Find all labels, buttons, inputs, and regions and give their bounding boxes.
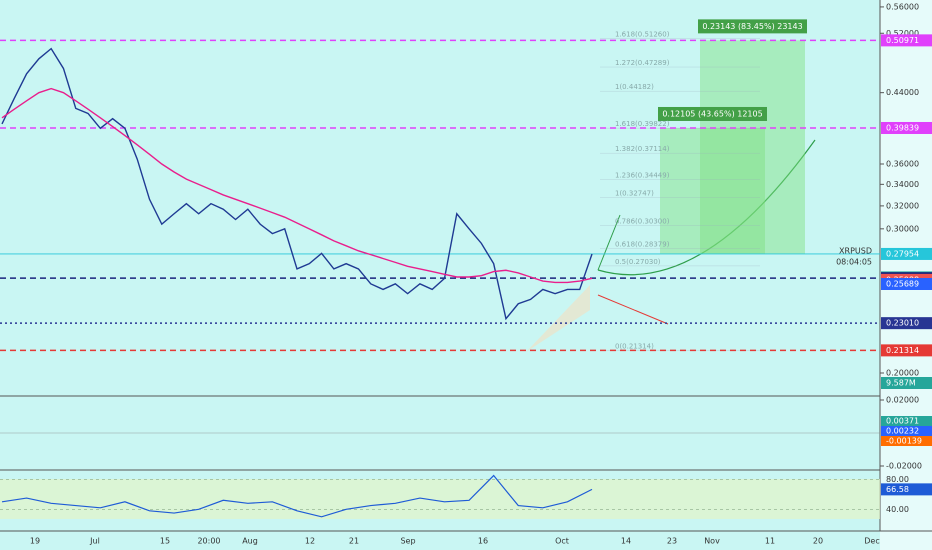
x-tick-label: Dec [864,537,879,546]
fib-label: 1.236(0.34449) [615,172,670,180]
volume-tag-bg [881,377,932,389]
price-tag: 0.39839 [886,123,919,132]
x-tick-label: Sep [400,537,415,546]
triangle-pattern [526,285,590,352]
volume-tag: 9.587M [886,379,916,388]
fib-label: 1.618(0.39822) [615,120,670,128]
x-tick-label: 20:00 [197,537,220,546]
price-tag: 0.50971 [886,36,919,45]
series-line [1,87,593,284]
x-tick-label: 16 [478,537,488,546]
macd-tag: 0.00232 [886,427,919,436]
target-label-bg [658,106,767,121]
x-tick-label: 15 [160,537,170,546]
y-tick-label: 0.34000 [886,180,919,189]
fib-label: 1.382(0.37114) [615,145,670,153]
rsi-tag: 66.58 [886,485,909,494]
target-label: 0.23143 (83.45%) 23143 [702,22,802,31]
y-tick-label: 0.20000 [886,369,919,378]
x-tick-label: 11 [765,537,775,546]
macd-tag: 0.00371 [886,417,919,426]
fib-label: 1(0.44182) [615,83,654,91]
macd-tag: -0.00139 [886,437,922,446]
price-tag-bg [881,247,932,260]
fib-label: 0.5(0.27030) [615,258,661,266]
x-tick-label: Jul [89,537,100,546]
rsi-tag-bg [881,483,932,496]
fib-label: 0.618(0.28379) [615,241,670,249]
x-tick-label: Aug [242,537,258,546]
plot-bg [0,0,880,550]
macd-tag-bg [881,436,932,446]
price-tag: 0.21314 [886,346,919,355]
target-box [660,127,765,254]
fib-label: 0(0.21314) [615,342,654,350]
target-label-bg [698,19,807,34]
y-tick-label: -0.02000 [886,462,922,471]
target-label: 0.12105 (43.65%) 12105 [662,109,762,118]
x-tick-label: 21 [349,537,359,546]
y-tick-label: 0.02000 [886,396,919,405]
macd-tag-bg [881,426,932,436]
target-box [700,40,805,254]
countdown: 08:04:05 [836,257,872,266]
rsi-band [0,479,880,519]
price-tag: 0.27954 [886,249,919,258]
price-tag-bg [881,277,932,290]
y-tick-label: 0.56000 [886,2,919,11]
x-tick-label: Nov [704,537,720,546]
price-tag: 0.23010 [886,319,919,328]
price-tag-bg [881,34,932,47]
y-tick-label: 80.00 [886,475,909,484]
x-tick-label: 20 [813,537,823,546]
price-tag: 0.25689 [886,279,919,288]
price-tag-bg [881,317,932,330]
projection-arrow [597,294,669,325]
projection-curve [597,139,816,276]
fib-label: 1.272(0.47289) [615,59,670,67]
series-line [1,474,593,518]
x-tick-label: 19 [30,537,40,546]
fib-label: 0.786(0.30300) [615,217,670,225]
y-tick-label: 0.30000 [886,224,919,233]
y-tick-label: 0.36000 [886,160,919,169]
macd-tag-bg [881,416,932,426]
fib-label: 1.618(0.51260) [615,30,670,38]
y-tick-label: 0.44000 [886,88,919,97]
series-line [1,47,593,321]
price-tag-bg [881,344,932,357]
x-tick-label: 23 [667,537,677,546]
projection-arrow [597,214,621,271]
price-tag-bg [881,121,932,134]
symbol-label: XRPUSD [839,246,872,255]
y-tick-label: 0.32000 [886,201,919,210]
x-tick-label: Oct [555,537,569,546]
x-tick-label: 12 [305,537,315,546]
y-tick-label: 0.52000 [886,29,919,38]
fib-label: 1(0.32747) [615,190,654,198]
y-tick-label: 40.00 [886,505,909,514]
x-tick-label: 14 [621,537,631,546]
